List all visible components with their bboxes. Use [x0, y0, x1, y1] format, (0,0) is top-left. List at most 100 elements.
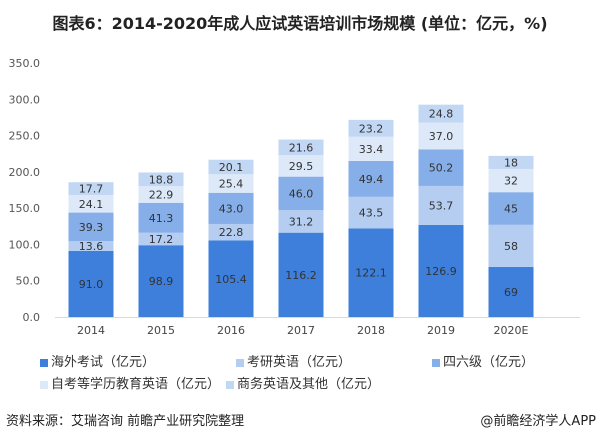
- x-tick-label: 2015: [147, 324, 175, 337]
- data-label: 53.7: [429, 199, 454, 212]
- data-label: 29.5: [289, 160, 314, 173]
- x-tick-label: 2020E: [494, 324, 529, 337]
- bar-segment: [278, 176, 324, 211]
- legend-label: 四六级（亿元）: [443, 355, 535, 370]
- legend-swatch: [236, 358, 244, 367]
- bar-segment: [488, 168, 534, 193]
- legend-swatch: [432, 358, 440, 367]
- data-label: 13.6: [79, 240, 104, 253]
- legend-label: 自考等学历教育英语（亿元）: [51, 377, 221, 392]
- legend-item: 考研英语（亿元）: [236, 352, 426, 374]
- data-label: 122.1: [355, 267, 387, 280]
- data-label: 69: [504, 286, 518, 299]
- bar-segment: [208, 192, 254, 224]
- data-label: 24.1: [79, 198, 104, 211]
- bar-segment: [138, 172, 184, 187]
- data-label: 18: [504, 156, 518, 169]
- bar-segment: [348, 196, 394, 229]
- data-label: 105.4: [215, 273, 247, 286]
- bar-segment: [208, 240, 254, 317]
- data-label: 24.8: [429, 108, 454, 121]
- legend-item: 自考等学历教育英语（亿元）: [40, 374, 220, 396]
- bar-segment: [208, 174, 254, 193]
- data-label: 17.7: [79, 183, 104, 196]
- bar-segment: [418, 185, 464, 225]
- x-tick-label: 2016: [217, 324, 245, 337]
- x-tick-label: 2019: [427, 324, 455, 337]
- bar-segment: [68, 195, 114, 213]
- data-label: 23.2: [359, 122, 384, 135]
- legend-label: 海外考试（亿元）: [51, 355, 156, 370]
- bar-segment: [418, 104, 464, 123]
- bar-segment: [278, 139, 324, 156]
- data-label: 22.9: [149, 188, 174, 201]
- source-note: 资料来源：艾瑞咨询 前瞻产业研究院整理: [6, 414, 245, 429]
- bar-segment: [208, 159, 254, 175]
- data-label: 18.8: [149, 173, 174, 186]
- y-tick-label: 250.0: [9, 130, 41, 143]
- bar-segment: [68, 212, 114, 242]
- legend-item: 商务英语及其他（亿元）: [226, 374, 416, 396]
- legend-swatch: [40, 358, 48, 367]
- bar-segment: [418, 122, 464, 150]
- credit: @前瞻经济学人APP: [480, 414, 596, 429]
- legend-label: 商务英语及其他（亿元）: [237, 377, 381, 392]
- legend-swatch: [40, 380, 48, 389]
- data-label: 32: [504, 175, 518, 188]
- data-label: 20.1: [219, 161, 244, 174]
- legend-item: 海外考试（亿元）: [40, 352, 230, 374]
- data-label: 126.9: [425, 265, 457, 278]
- data-label: 21.6: [289, 141, 314, 154]
- y-tick-label: 100.0: [9, 238, 41, 251]
- bar-segment: [278, 232, 324, 317]
- data-label: 43.0: [219, 202, 244, 215]
- data-label: 31.2: [289, 215, 314, 228]
- bar-segment: [138, 186, 184, 203]
- data-label: 25.4: [219, 178, 244, 191]
- data-label: 41.3: [149, 212, 174, 225]
- data-label: 91.0: [79, 278, 104, 291]
- y-tick-label: 50.0: [16, 275, 41, 288]
- x-tick-label: 2014: [77, 324, 105, 337]
- bar-segment: [418, 149, 464, 186]
- bar-segment: [138, 202, 184, 233]
- bar-segment: [138, 245, 184, 317]
- y-tick-label: 200.0: [9, 166, 41, 179]
- data-label: 49.4: [359, 173, 384, 186]
- bar-segment: [348, 119, 394, 137]
- x-tick-label: 2017: [287, 324, 315, 337]
- data-label: 37.0: [429, 130, 454, 143]
- data-label: 17.2: [149, 233, 174, 246]
- data-label: 116.2: [285, 269, 317, 282]
- y-tick-label: 300.0: [9, 93, 41, 106]
- legend: 海外考试（亿元） 考研英语（亿元） 四六级（亿元） 自考等学历教育英语（亿元） 商务英语…: [40, 352, 600, 396]
- bar-segment: [488, 155, 534, 169]
- bar-segment: [68, 241, 114, 251]
- bar-segment: [348, 228, 394, 317]
- bar-segment: [348, 160, 394, 197]
- bar-segment: [68, 250, 114, 317]
- x-tick-label: 2018: [357, 324, 385, 337]
- data-label: 43.5: [359, 207, 384, 220]
- bar-segment: [138, 232, 184, 246]
- data-label: 58: [504, 240, 518, 253]
- data-label: 22.8: [219, 226, 244, 239]
- bar-segment: [488, 266, 534, 317]
- bar-segment: [68, 182, 114, 196]
- data-label: 98.9: [149, 275, 174, 288]
- y-tick-label: 150.0: [9, 202, 41, 215]
- bar-segment: [278, 210, 324, 233]
- bar-segment: [208, 223, 254, 241]
- data-label: 46.0: [289, 187, 314, 200]
- data-label: 45: [504, 203, 518, 216]
- bar-segment: [418, 224, 464, 317]
- y-tick-label: 350.0: [9, 57, 41, 70]
- legend-swatch: [226, 380, 235, 389]
- bar-segment: [488, 224, 534, 267]
- bar-segment: [488, 192, 534, 225]
- bar-segment: [348, 136, 394, 161]
- y-tick-label: 0.0: [23, 311, 41, 324]
- bar-segment: [278, 155, 324, 177]
